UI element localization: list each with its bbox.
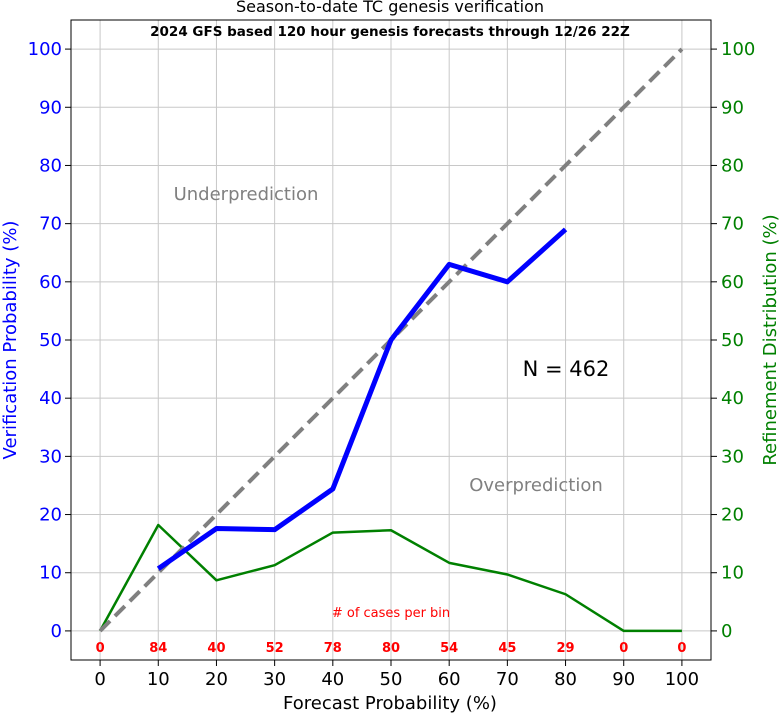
y-tick-label-left: 10 bbox=[39, 563, 62, 584]
y-tick-label-left: 70 bbox=[39, 214, 62, 235]
n-count-label: N = 462 bbox=[523, 357, 610, 381]
cases-per-bin-label: # of cases per bin bbox=[332, 606, 450, 621]
right-axis-label: Refinement Distribution (%) bbox=[760, 214, 779, 465]
case-count-label: 84 bbox=[149, 641, 167, 656]
chart-subtitle: 2024 GFS based 120 hour genesis forecast… bbox=[150, 24, 630, 40]
y-tick-label-right: 10 bbox=[721, 563, 744, 584]
case-count-label: 80 bbox=[382, 641, 400, 656]
x-tick-label: 0 bbox=[94, 669, 105, 690]
y-tick-label-right: 90 bbox=[721, 97, 744, 118]
y-tick-label-right: 60 bbox=[721, 272, 744, 293]
case-count-label: 54 bbox=[440, 641, 458, 656]
left-axis-label: Verification Probability (%) bbox=[0, 221, 21, 460]
series-layer bbox=[98, 47, 684, 633]
y-tick-label-left: 90 bbox=[39, 97, 62, 118]
x-tick-label: 50 bbox=[380, 669, 403, 690]
x-tick-label: 30 bbox=[263, 669, 286, 690]
case-count-label: 78 bbox=[324, 641, 342, 656]
chart-title: Season-to-date TC genesis verification bbox=[236, 0, 544, 16]
y-tick-label-right: 80 bbox=[721, 155, 744, 176]
y-tick-label-right: 50 bbox=[721, 330, 744, 351]
x-tick-label: 60 bbox=[438, 669, 461, 690]
case-count-label: 45 bbox=[498, 641, 516, 656]
y-tick-label-right: 0 bbox=[721, 621, 732, 642]
case-count-label: 52 bbox=[266, 641, 284, 656]
case-count-label: 0 bbox=[96, 641, 105, 656]
overprediction-label: Overprediction bbox=[469, 475, 603, 496]
y-tick-label-left: 40 bbox=[39, 388, 62, 409]
x-tick-label: 70 bbox=[496, 669, 519, 690]
y-tick-label-right: 70 bbox=[721, 214, 744, 235]
y-tick-label-right: 40 bbox=[721, 388, 744, 409]
grid bbox=[71, 20, 711, 660]
y-tick-label-left: 20 bbox=[39, 505, 62, 526]
x-tick-label: 90 bbox=[612, 669, 635, 690]
x-tick-label: 20 bbox=[205, 669, 228, 690]
x-axis-label: Forecast Probability (%) bbox=[283, 693, 497, 713]
x-tick-label: 100 bbox=[665, 669, 699, 690]
case-count-label: 0 bbox=[619, 641, 628, 656]
y-tick-label-right: 100 bbox=[721, 39, 755, 60]
y-tick-label-right: 30 bbox=[721, 446, 744, 467]
y-tick-label-right: 20 bbox=[721, 505, 744, 526]
y-tick-label-left: 80 bbox=[39, 155, 62, 176]
x-tick-label: 80 bbox=[554, 669, 577, 690]
x-tick-label: 10 bbox=[147, 669, 170, 690]
case-count-label: 29 bbox=[556, 641, 574, 656]
underprediction-label: Underprediction bbox=[174, 184, 319, 205]
y-tick-label-left: 50 bbox=[39, 330, 62, 351]
y-tick-label-left: 0 bbox=[51, 621, 62, 642]
case-count-label: 40 bbox=[207, 641, 225, 656]
ticks-layer: 0 0 10 10 20 20 30 30 40 40 50 50 60 60 70 70 80 80 90 90 10… bbox=[28, 39, 756, 690]
y-tick-label-left: 30 bbox=[39, 446, 62, 467]
y-tick-label-left: 60 bbox=[39, 272, 62, 293]
y-tick-label-left: 100 bbox=[28, 39, 62, 60]
case-counts: 0 84 40 52 78 80 54 45 29 0 0 bbox=[96, 641, 687, 656]
series-line-refinement bbox=[98, 523, 682, 633]
x-tick-label: 40 bbox=[321, 669, 344, 690]
case-count-label: 0 bbox=[677, 641, 686, 656]
series-line-verification bbox=[156, 227, 568, 571]
